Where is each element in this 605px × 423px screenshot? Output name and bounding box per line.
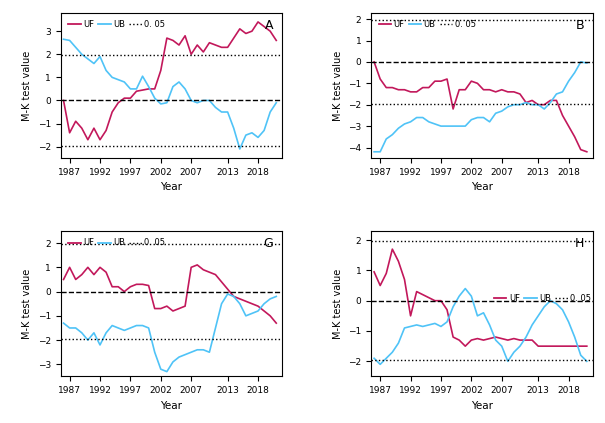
Legend: UF, UB, 0. 05: UF, UB, 0. 05 bbox=[491, 291, 595, 306]
Y-axis label: M-K test value: M-K test value bbox=[333, 50, 342, 121]
Legend: UF, UB, 0. 05: UF, UB, 0. 05 bbox=[65, 235, 169, 251]
X-axis label: Year: Year bbox=[471, 182, 493, 192]
X-axis label: Year: Year bbox=[160, 182, 183, 192]
X-axis label: Year: Year bbox=[160, 401, 183, 411]
Legend: UF, UB, 0. 05: UF, UB, 0. 05 bbox=[65, 17, 169, 33]
Legend: UF, UB, 0. 05: UF, UB, 0. 05 bbox=[375, 17, 479, 33]
Text: B: B bbox=[575, 19, 584, 31]
Y-axis label: M-K test value: M-K test value bbox=[22, 269, 32, 339]
X-axis label: Year: Year bbox=[471, 401, 493, 411]
Y-axis label: M-K test value: M-K test value bbox=[22, 50, 32, 121]
Text: G: G bbox=[264, 237, 273, 250]
Text: H: H bbox=[575, 237, 584, 250]
Text: A: A bbox=[265, 19, 273, 31]
Y-axis label: M-K test value: M-K test value bbox=[333, 269, 342, 339]
